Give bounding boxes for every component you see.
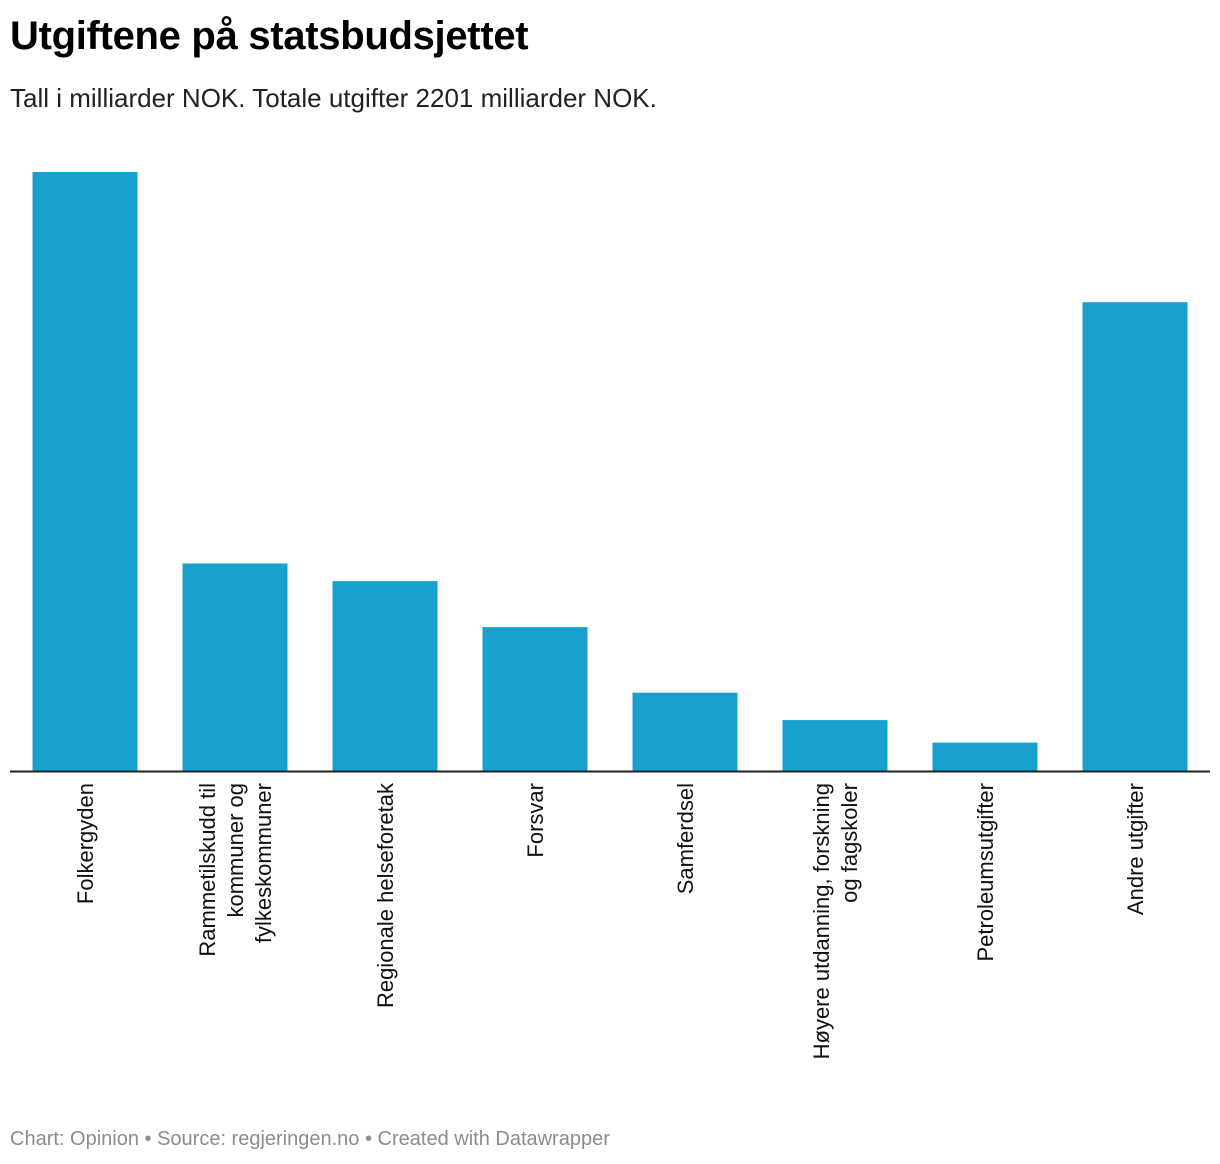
x-tick-label-line: og fagskoler: [837, 783, 862, 903]
x-tick-label-2: Regionale helseforetak: [373, 782, 398, 1008]
x-tick-label-line: Andre utgifter: [1123, 783, 1148, 915]
x-tick-label-line: Rammetilskudd til: [195, 783, 220, 957]
x-tick-label-line: Folkergyden: [73, 783, 98, 904]
x-tick-label-0: Folkergyden: [73, 783, 98, 904]
x-tick-label-line: Forsvar: [523, 783, 548, 858]
x-tick-label-4: Samferdsel: [673, 783, 698, 894]
bar-3: [482, 627, 588, 771]
x-tick-label-line: fylkeskommuner: [251, 783, 276, 943]
x-tick-label-3: Forsvar: [523, 783, 548, 858]
chart-footer: Chart: Opinion • Source: regjeringen.no …: [10, 1128, 610, 1150]
x-tick-label-1: Rammetilskudd til kommuner og fylkeskommun…: [195, 783, 276, 957]
x-tick-label-line: Høyere utdanning, forskning: [809, 783, 834, 1059]
x-tick-label-line: Regionale helseforetak: [373, 782, 398, 1008]
x-tick-label-line: kommuner og: [223, 783, 248, 918]
x-tick-label-7: Andre utgifter: [1123, 783, 1148, 915]
x-tick-label-line: Samferdsel: [673, 783, 698, 894]
bar-6: [932, 742, 1038, 771]
bar-2: [332, 581, 438, 771]
bar-chart: Folkergyden Rammetilskudd til kommuner og f…: [10, 172, 1210, 1059]
chart-subtitle: Tall i milliarder NOK. Totale utgifter 2…: [10, 83, 657, 113]
x-tick-label-5: Høyere utdanning, forskning og fagskoler: [809, 783, 862, 1059]
bar-4: [632, 692, 738, 771]
bar-5: [782, 720, 888, 771]
x-tick-label-6: Petroleumsutgifter: [973, 783, 998, 962]
chart-title: Utgiftene på statsbudsjettet: [10, 14, 529, 58]
bar-7: [1082, 302, 1188, 771]
bar-0: [32, 172, 138, 771]
bar-1: [182, 563, 288, 771]
x-tick-label-line: Petroleumsutgifter: [973, 783, 998, 962]
